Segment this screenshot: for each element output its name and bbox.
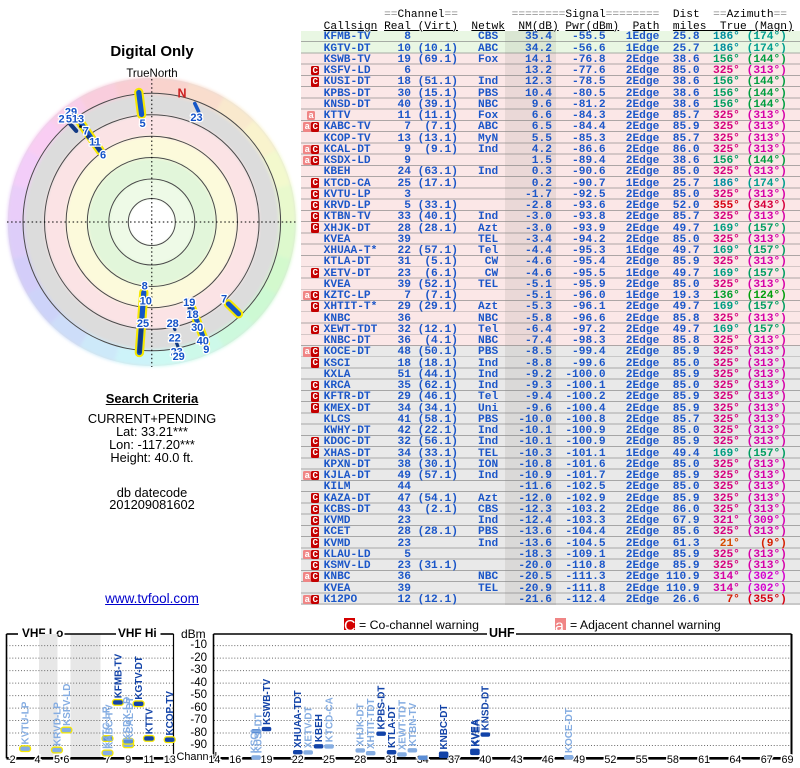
svg-text:7: 7 [83,125,89,137]
svg-text:KFMB-TV: KFMB-TV [113,653,124,698]
svg-text:KCAL-DT: KCAL-DT [125,697,136,741]
svg-text:69: 69 [781,754,793,766]
svg-text:KNSD-DT: KNSD-DT [481,686,492,730]
svg-text:KSCI: KSCI [249,729,260,753]
svg-text:19: 19 [183,297,195,309]
svg-text:29: 29 [65,107,77,119]
svg-text:28: 28 [167,318,179,330]
svg-text:40: 40 [479,754,491,766]
svg-text:6: 6 [63,754,69,766]
svg-text:XEWT-TDT: XEWT-TDT [397,700,408,750]
svg-text:KVEA: KVEA [470,719,481,746]
svg-text:5: 5 [140,118,146,130]
svg-text:46: 46 [542,754,554,766]
svg-text:KBEH: KBEH [314,714,325,742]
svg-text:58: 58 [667,754,679,766]
svg-text:2: 2 [58,114,64,126]
svg-text:KNBC-DT: KNBC-DT [439,705,450,750]
svg-text:64: 64 [729,754,741,766]
svg-text:10: 10 [140,296,152,308]
svg-text:N: N [177,87,186,101]
svg-text:18: 18 [186,309,198,321]
svg-text:22: 22 [169,332,181,344]
svg-text:XHUAA-TDT: XHUAA-TDT [293,690,304,748]
svg-text:XHJK-DT: XHJK-DT [356,703,367,746]
svg-text:KTCD-CA: KTCD-CA [324,697,335,742]
svg-text:XHTIT-TDT: XHTIT-TDT [366,698,377,748]
svg-text:XETV-DT: XETV-DT [304,706,315,748]
svg-text:KVEA: KVEA [471,719,482,746]
svg-text:KTTV: KTTV [144,708,155,734]
svg-text:23: 23 [190,112,202,124]
svg-text:49: 49 [573,754,585,766]
svg-text:23: 23 [171,347,183,359]
svg-text:11: 11 [89,137,101,149]
svg-text:31: 31 [385,754,397,766]
svg-text:14: 14 [208,754,220,766]
svg-text:40: 40 [197,335,209,347]
svg-text:30: 30 [191,322,203,334]
svg-text:KRVD-LP: KRVD-LP [52,702,63,746]
svg-text:KUSI-DT: KUSI-DT [253,713,264,753]
svg-text:22: 22 [292,754,304,766]
svg-text:61: 61 [698,754,710,766]
svg-text:5: 5 [54,754,60,766]
svg-text:28: 28 [354,754,366,766]
svg-text:19: 19 [260,754,272,766]
svg-text:37: 37 [448,754,460,766]
svg-text:KTBN-TV: KTBN-TV [408,702,419,746]
svg-text:52: 52 [604,754,616,766]
svg-text:KGTV-DT: KGTV-DT [134,656,145,699]
svg-text:11: 11 [143,754,154,766]
svg-text:9: 9 [203,344,209,356]
svg-text:KZTC-LP: KZTC-LP [101,706,112,749]
svg-text:8: 8 [142,281,148,293]
svg-text:9: 9 [125,754,131,766]
svg-text:2: 2 [10,754,16,766]
svg-text:513: 513 [66,114,84,126]
svg-text:KSDX-LD: KSDX-LD [122,697,133,741]
svg-text:67: 67 [761,754,773,766]
svg-text:13: 13 [164,754,176,766]
svg-text:16: 16 [229,754,241,766]
svg-text:KABC-TV: KABC-TV [104,704,115,749]
svg-text:25: 25 [323,754,335,766]
svg-text:KCOP-TV: KCOP-TV [165,691,176,736]
svg-text:6: 6 [100,149,106,161]
svg-text:KTLA-DT: KTLA-DT [387,705,398,748]
svg-text:KSWB-TV: KSWB-TV [262,678,273,724]
svg-text:KPBS-DT: KPBS-DT [377,686,388,730]
svg-text:KOCE-DT: KOCE-DT [564,708,575,753]
svg-text:4: 4 [34,754,40,766]
svg-text:KSFV-LD: KSFV-LD [62,684,73,726]
svg-text:7: 7 [221,294,227,306]
svg-text:29: 29 [173,351,185,363]
svg-text:25: 25 [137,318,149,330]
svg-text:43: 43 [511,754,523,766]
svg-text:55: 55 [636,754,648,766]
svg-text:7: 7 [104,754,110,766]
svg-text:KVTU-LP: KVTU-LP [21,701,32,744]
